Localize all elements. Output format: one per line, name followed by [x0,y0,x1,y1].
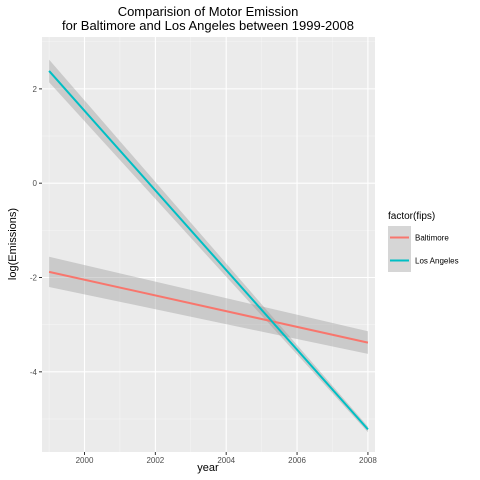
legend-title: factor(fips) [388,211,435,222]
legend: factor(fips) Baltimore Los Angeles [388,211,459,272]
legend-label-baltimore: Baltimore [415,234,449,243]
x-tick-label: 2002 [146,456,164,465]
ribbon-baltimore [49,256,368,354]
line-los-angeles [48,70,369,431]
legend-item-los-angeles: Los Angeles [388,249,459,272]
series-lines [48,70,369,431]
y-tick-label: -4 [30,368,38,377]
major-gridlines [42,37,375,452]
x-tick-label: 2006 [288,456,306,465]
x-tick-label: 2000 [76,456,94,465]
legend-item-baltimore: Baltimore [388,226,449,249]
x-axis-title: year [197,462,219,474]
chart-title-line-1: Comparision of Motor Emission [118,4,299,19]
y-tick-label: -2 [30,274,38,283]
legend-items: Baltimore Los Angeles [388,226,459,272]
legend-label-los-angeles: Los Angeles [415,257,459,266]
chart-title-line-2: for Baltimore and Los Angeles between 19… [62,18,354,33]
x-tick-label: 2004 [217,456,235,465]
x-tick-label: 2008 [359,456,377,465]
y-tick-label: 0 [33,179,38,188]
y-axis-ticks: -4 -2 0 2 [30,85,42,377]
x-axis-ticks: 2000 2002 2004 2006 2008 [76,452,377,465]
y-tick-label: 2 [33,85,38,94]
line-baltimore [48,270,369,344]
minor-gridlines [42,37,375,452]
y-axis-title: log(Emissions) [7,208,19,280]
plot-panel [42,37,375,452]
